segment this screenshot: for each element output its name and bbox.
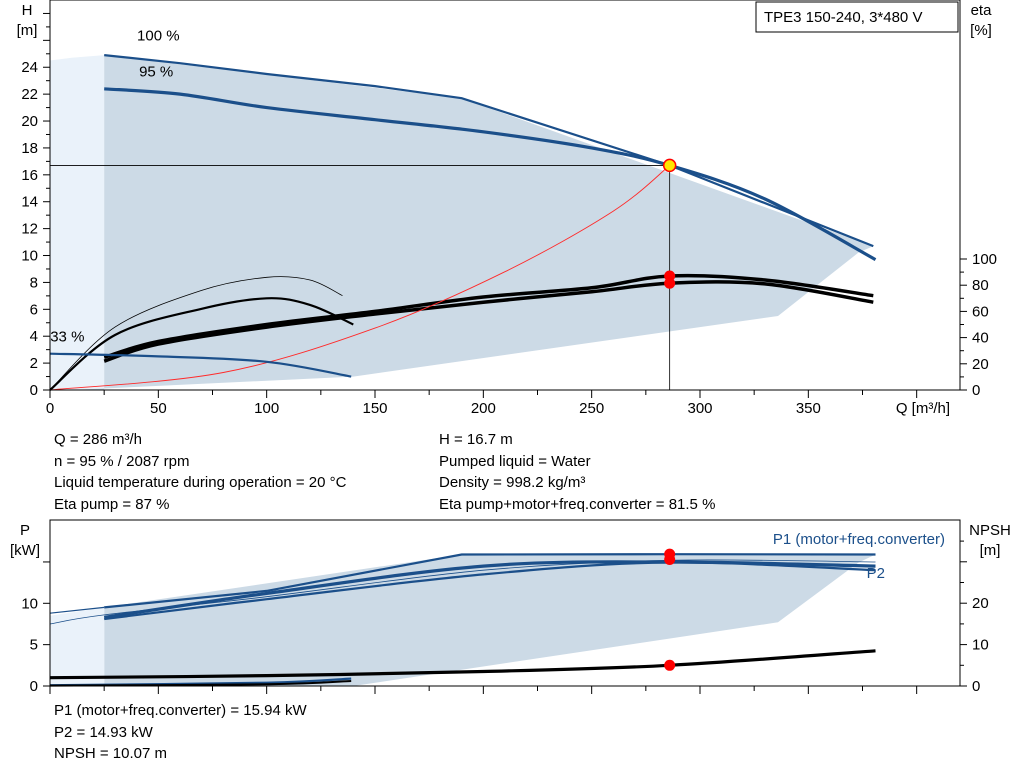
info-eta-pump: Eta pump = 87 %	[54, 495, 170, 513]
x-tick-label: 150	[362, 400, 387, 417]
info-h: H = 16.7 m	[439, 431, 513, 448]
x-tick-label: 0	[46, 400, 54, 417]
y-left-tick-label: 16	[21, 167, 38, 184]
y-right-unit-2: [m]	[980, 542, 1001, 559]
y-right-tick-label: 40	[972, 330, 989, 347]
eta-curve-min-speed-thin	[49, 276, 343, 391]
x-tick-label: 200	[471, 400, 496, 417]
info-p2: P2 = 14.93 kW	[54, 723, 153, 741]
y-left-tick-label: 4	[30, 328, 38, 345]
y-left-tick-label: 22	[21, 86, 38, 103]
power-guide-line-start	[49, 606, 105, 614]
power-guide-line	[49, 559, 876, 625]
y-right-name-1: eta	[971, 2, 993, 19]
y-left-unit-2: [kW]	[10, 542, 40, 559]
info-npsh: NPSH = 10.07 m	[54, 745, 167, 762]
y-left-tick-label: 2	[30, 355, 38, 372]
y-right-tick-label: 0	[972, 382, 980, 399]
y-right-tick-label: 80	[972, 277, 989, 294]
x-tick-label: 100	[254, 400, 279, 417]
eta-curve-min-speed	[49, 297, 354, 391]
qh-curve-95	[104, 87, 877, 262]
speed-label-0: 100 %	[137, 27, 180, 44]
y-left-unit-1: [m]	[17, 22, 38, 39]
npsh-curve-min-speed	[49, 680, 352, 687]
y-right-name-2: NPSH	[969, 522, 1011, 539]
power-light-area	[50, 607, 105, 686]
y-left-name-1: H	[22, 2, 33, 19]
y-right-tick-label-bottom: 0	[972, 678, 980, 695]
info-p1: P1 (motor+freq.converter) = 15.94 kW	[54, 702, 307, 719]
info-eta-total: Eta pump+motor+freq.converter = 81.5 %	[439, 495, 716, 513]
speed-label-2: 33 %	[50, 329, 84, 346]
info-density: Density = 998.2 kg/m³	[439, 474, 586, 491]
y-left-tick-label-bottom: 5	[30, 637, 38, 654]
y-left-tick-label: 0	[30, 382, 38, 399]
y-right-unit-1: [%]	[970, 22, 992, 39]
y-right-tick-label: 20	[972, 356, 989, 373]
eta-total-marker	[664, 277, 676, 289]
y-right-tick-label-bottom: 10	[972, 637, 989, 654]
system-curve	[49, 165, 670, 391]
speed-label-1: 95 %	[139, 64, 173, 81]
title-box: TPE3 150-240, 3*480 V	[755, 1, 959, 33]
operating-area	[71, 55, 874, 390]
x-tick-label: 300	[687, 400, 712, 417]
info-liquid-temp: Liquid temperature during operation = 20…	[54, 474, 347, 491]
y-left-tick-label: 12	[21, 221, 38, 238]
info-top-right: H = 16.7 m Pumped liquid = Water Density…	[439, 429, 715, 515]
y-left-tick-label: 20	[21, 113, 38, 130]
npsh-curve	[49, 649, 876, 680]
info-pumped-liquid: Pumped liquid = Water	[439, 452, 591, 470]
p2-curve	[104, 561, 876, 621]
info-q: Q = 286 m³/h	[54, 431, 142, 448]
y-left-tick-label: 10	[21, 248, 38, 265]
y-left-tick-label: 14	[21, 194, 38, 211]
y-left-tick-label: 8	[30, 274, 38, 291]
light-operating-area	[50, 55, 105, 390]
y-left-tick-label: 24	[21, 59, 38, 76]
p2-marker	[664, 553, 676, 565]
y-left-tick-label-bottom: 10	[21, 595, 38, 612]
info-n: n = 95 % / 2087 rpm	[54, 452, 190, 470]
plot-frame-top	[49, 0, 961, 391]
qh-curve-33	[49, 352, 352, 378]
eta-total-curve	[103, 280, 874, 363]
x-tick-label: 50	[150, 400, 167, 417]
info-top-left: Q = 286 m³/h n = 95 % / 2087 rpm Liquid …	[54, 429, 346, 515]
p1-curve-max	[104, 553, 876, 609]
npsh-marker	[664, 659, 676, 671]
y-right-tick-label-bottom: 20	[972, 595, 989, 612]
y-left-tick-label: 18	[21, 140, 38, 157]
y-left-tick-label-bottom: 0	[30, 678, 38, 695]
power-operating-area	[104, 554, 876, 686]
chart-title: TPE3 150-240, 3*480 V	[764, 9, 922, 26]
y-right-tick-label: 60	[972, 303, 989, 320]
x-axis-label: Q [m³/h]	[896, 400, 950, 417]
eta-pump-curve	[103, 273, 874, 359]
info-bottom: P1 (motor+freq.converter) = 15.94 kW P2 …	[54, 700, 307, 765]
y-right-tick-label: 100	[972, 251, 997, 268]
operating-point-marker	[662, 158, 677, 173]
x-tick-label: 350	[796, 400, 821, 417]
y-left-tick-label: 6	[30, 301, 38, 318]
p1-series-label: P1 (motor+freq.converter)	[773, 531, 945, 548]
y-left-name-2: P	[20, 522, 30, 539]
x-tick-label: 250	[579, 400, 604, 417]
p2-series-label: P2	[867, 565, 885, 582]
p1-curve	[103, 560, 876, 619]
